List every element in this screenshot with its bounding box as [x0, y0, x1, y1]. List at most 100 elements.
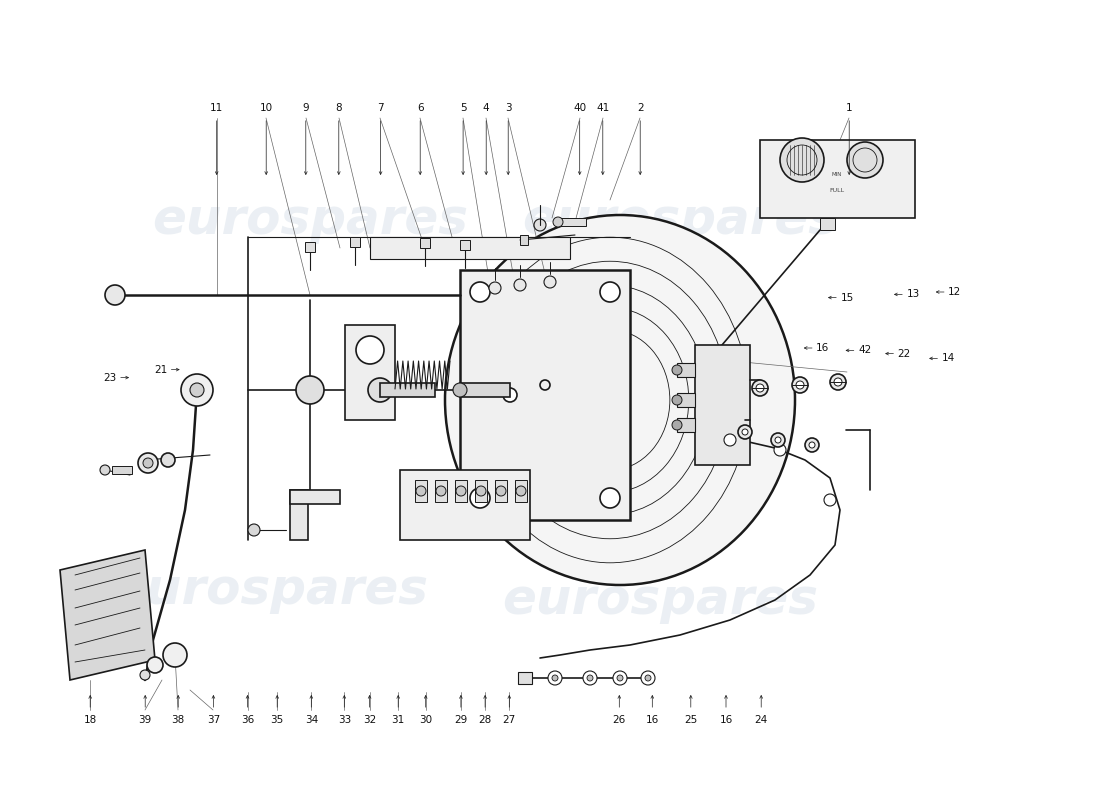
- Text: 32: 32: [363, 715, 376, 725]
- Bar: [350, 237, 360, 247]
- Text: MIN: MIN: [832, 173, 843, 178]
- Text: 7: 7: [377, 103, 384, 113]
- Circle shape: [514, 279, 526, 291]
- Circle shape: [613, 671, 627, 685]
- Circle shape: [548, 671, 562, 685]
- Text: 14: 14: [942, 354, 955, 363]
- Bar: [475, 480, 487, 502]
- Text: 16: 16: [646, 715, 659, 725]
- Circle shape: [600, 282, 620, 302]
- Text: 33: 33: [338, 715, 351, 725]
- Circle shape: [516, 486, 526, 496]
- Bar: [515, 480, 527, 502]
- Circle shape: [296, 376, 324, 404]
- Circle shape: [416, 486, 426, 496]
- Text: 30: 30: [419, 715, 432, 725]
- Circle shape: [776, 437, 781, 443]
- Bar: [676, 393, 695, 407]
- Circle shape: [490, 282, 500, 294]
- Circle shape: [503, 388, 517, 402]
- Bar: [820, 218, 835, 230]
- Text: 10: 10: [260, 103, 273, 113]
- Circle shape: [792, 377, 808, 393]
- Circle shape: [752, 380, 768, 396]
- Text: 12: 12: [948, 287, 961, 297]
- Text: 16: 16: [719, 715, 733, 725]
- Bar: [695, 345, 750, 465]
- Bar: [370, 237, 570, 259]
- Circle shape: [824, 494, 836, 506]
- Text: 9: 9: [302, 103, 309, 113]
- Circle shape: [163, 643, 187, 667]
- Text: eurospares: eurospares: [152, 196, 468, 244]
- Bar: [455, 480, 468, 502]
- Text: 5: 5: [460, 103, 466, 113]
- Bar: [460, 270, 630, 520]
- Circle shape: [742, 429, 748, 435]
- Text: 27: 27: [503, 715, 516, 725]
- Circle shape: [672, 365, 682, 375]
- Bar: [676, 418, 695, 432]
- Circle shape: [356, 336, 384, 364]
- Text: 38: 38: [172, 715, 185, 725]
- Text: 4: 4: [483, 103, 490, 113]
- Bar: [495, 480, 507, 502]
- Circle shape: [470, 488, 490, 508]
- Text: 22: 22: [898, 349, 911, 358]
- Circle shape: [182, 374, 213, 406]
- Bar: [290, 490, 308, 540]
- Circle shape: [143, 458, 153, 468]
- Text: 37: 37: [207, 715, 220, 725]
- Text: 36: 36: [241, 715, 254, 725]
- Circle shape: [470, 282, 490, 302]
- Text: 35: 35: [271, 715, 284, 725]
- Circle shape: [724, 434, 736, 446]
- Circle shape: [161, 453, 175, 467]
- Bar: [760, 140, 915, 218]
- Circle shape: [553, 217, 563, 227]
- Text: 18: 18: [84, 715, 97, 725]
- Bar: [460, 240, 470, 250]
- Text: 28: 28: [478, 715, 492, 725]
- Circle shape: [672, 395, 682, 405]
- Circle shape: [796, 381, 804, 389]
- Circle shape: [587, 675, 593, 681]
- Text: 39: 39: [139, 715, 152, 725]
- Circle shape: [456, 486, 466, 496]
- Polygon shape: [60, 550, 155, 680]
- Bar: [460, 383, 510, 397]
- Bar: [290, 490, 340, 504]
- Text: 13: 13: [906, 290, 920, 299]
- Text: 42: 42: [858, 346, 871, 355]
- Circle shape: [780, 138, 824, 182]
- Ellipse shape: [446, 215, 795, 585]
- Text: 16: 16: [816, 343, 829, 353]
- Text: 26: 26: [613, 715, 626, 725]
- Text: 31: 31: [392, 715, 405, 725]
- Text: 40: 40: [573, 103, 586, 113]
- Bar: [415, 480, 427, 502]
- Circle shape: [190, 383, 204, 397]
- Ellipse shape: [104, 285, 125, 305]
- Circle shape: [544, 276, 556, 288]
- Text: 1: 1: [846, 103, 852, 113]
- Text: 41: 41: [596, 103, 609, 113]
- Text: 2: 2: [637, 103, 644, 113]
- Circle shape: [147, 657, 163, 673]
- Text: 25: 25: [684, 715, 697, 725]
- Circle shape: [583, 671, 597, 685]
- Circle shape: [756, 384, 764, 392]
- Circle shape: [771, 433, 785, 447]
- Bar: [379, 383, 434, 397]
- Bar: [434, 480, 447, 502]
- Circle shape: [138, 453, 158, 473]
- Bar: [558, 218, 586, 226]
- Circle shape: [436, 486, 446, 496]
- Text: 21: 21: [154, 365, 167, 374]
- Text: 3: 3: [505, 103, 512, 113]
- Text: 29: 29: [454, 715, 467, 725]
- Circle shape: [805, 438, 820, 452]
- Circle shape: [600, 488, 620, 508]
- Bar: [112, 466, 132, 474]
- Bar: [400, 470, 530, 540]
